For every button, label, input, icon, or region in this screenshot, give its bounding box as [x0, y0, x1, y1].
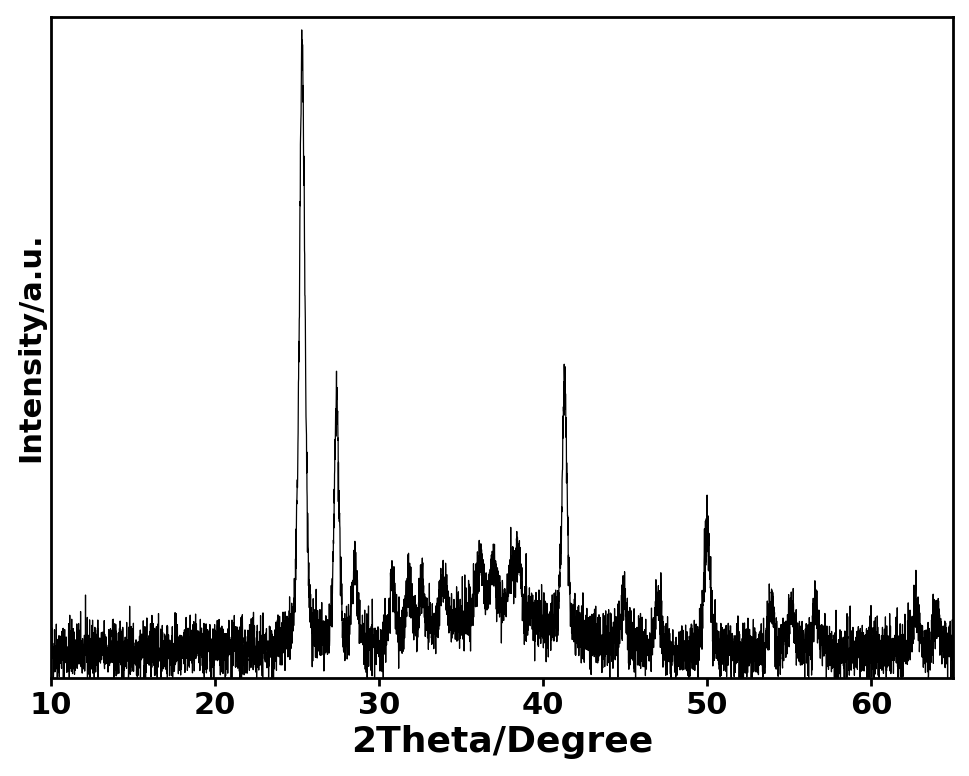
X-axis label: 2Theta/Degree: 2Theta/Degree	[351, 726, 653, 760]
Y-axis label: Intensity/a.u.: Intensity/a.u.	[16, 232, 46, 462]
